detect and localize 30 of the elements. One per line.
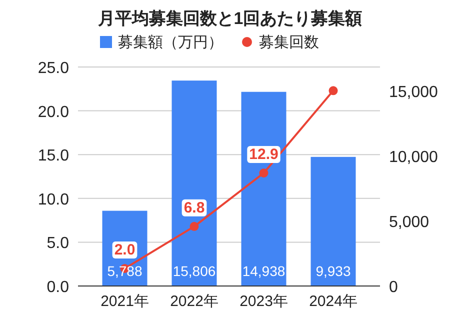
legend-label: 募集回数 [259, 34, 319, 51]
point [190, 222, 199, 231]
y-tick-label: 0.0 [46, 279, 70, 296]
y-tick-label: 10.0 [38, 191, 70, 208]
data-label: 5,788 [107, 263, 142, 279]
y2-tick-label: 0 [389, 279, 398, 296]
data-label: 12.9 [249, 146, 278, 163]
legend-label: 募集額（万円） [118, 34, 223, 51]
y-tick-label: 20.0 [38, 104, 70, 121]
y-tick-label: 15.0 [38, 148, 70, 165]
chart-title: 月平均募集回数と1回あたり募集額 [96, 9, 362, 28]
y2-tick-label: 15,000 [389, 84, 438, 102]
data-label: 14,938 [242, 263, 286, 279]
data-label: 9,933 [316, 263, 351, 279]
data-label: 6.8 [184, 199, 205, 216]
y-tick-label: 5.0 [46, 235, 70, 252]
data-label: 15,806 [172, 263, 216, 279]
point [259, 168, 268, 178]
x-tick-label: 2021年 [100, 293, 149, 310]
y-tick-label: 25.0 [38, 60, 70, 77]
x-tick-label: 2022年 [170, 293, 218, 310]
x-tick-label: 2024年 [309, 293, 358, 310]
y2-tick-label: 5,000 [389, 214, 430, 232]
bar [172, 80, 217, 286]
x-tick-label: 2023年 [240, 293, 288, 310]
bar [310, 156, 356, 286]
data-label: 2.0 [114, 241, 136, 258]
bar [241, 92, 286, 286]
point [328, 86, 338, 96]
y2-tick-label: 10,000 [389, 149, 438, 166]
